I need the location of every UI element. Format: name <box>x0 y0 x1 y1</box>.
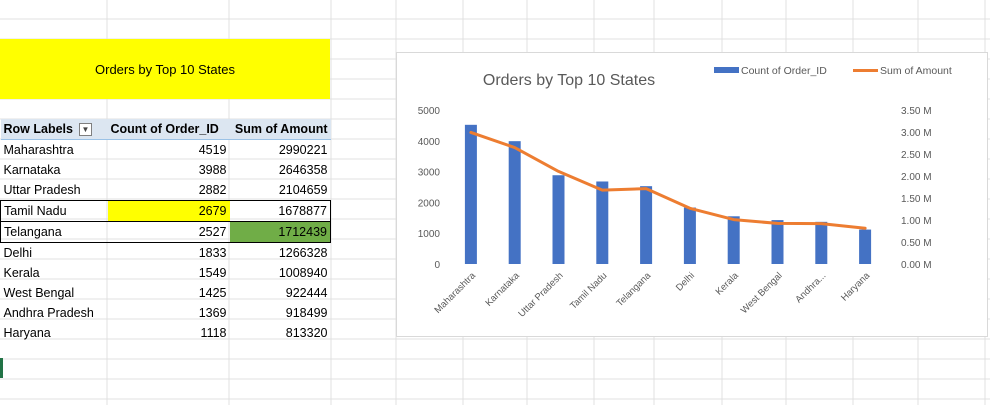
state-cell[interactable]: Tamil Nadu <box>0 200 108 222</box>
x-tick-label: Andhra... <box>793 270 828 305</box>
table-row: West Bengal 1425 922444 <box>1 283 331 303</box>
table-row: Andhra Pradesh 1369 918499 <box>1 303 331 323</box>
y-right-tick-label: 1.00 M <box>901 216 932 227</box>
y-right-tick-label: 1.50 M <box>901 194 932 205</box>
y-right-tick-label: 3.50 M <box>901 106 932 117</box>
y-left-tick-label: 2000 <box>418 198 441 209</box>
sum-cell[interactable]: 918499 <box>285 306 328 320</box>
table-row: Kerala 1549 1008940 <box>1 263 331 283</box>
y-right-tick-label: 0.50 M <box>901 238 932 249</box>
bar <box>640 186 653 264</box>
x-tick-label: Tamil Nadu <box>568 270 609 311</box>
state-cell[interactable]: Andhra Pradesh <box>3 306 94 320</box>
y-left-tick-label: 4000 <box>418 137 441 148</box>
sum-header[interactable]: Sum of Amount <box>229 119 331 140</box>
bar <box>464 124 477 265</box>
state-cell[interactable]: Maharashtra <box>3 143 74 157</box>
bar <box>683 207 696 264</box>
count-cell-highlighted[interactable]: 2679 <box>107 200 230 222</box>
legend-swatch-count <box>714 67 739 73</box>
pivot-table: Row Labels ▼ Count of Order_ID Sum of Amo… <box>0 119 331 343</box>
legend-label-count: Count of Order_ID <box>741 65 827 77</box>
bar <box>859 229 872 264</box>
table-row: Uttar Pradesh 2882 2104659 <box>1 180 331 201</box>
combo-chart: Orders by Top 10 States Count of Order_I… <box>418 65 952 320</box>
filter-dropdown-icon[interactable]: ▼ <box>78 123 92 137</box>
y-right-tick-label: 2.50 M <box>901 150 932 161</box>
sum-cell[interactable]: 2104659 <box>278 183 328 197</box>
sum-cell[interactable]: 1008940 <box>278 266 328 280</box>
chart-container[interactable]: Orders by Top 10 States Count of Order_I… <box>396 52 988 337</box>
pivot-title-cell[interactable]: Orders by Top 10 States <box>0 39 330 99</box>
state-cell[interactable]: Uttar Pradesh <box>3 183 81 197</box>
bar <box>552 175 565 264</box>
count-header[interactable]: Count of Order_ID <box>107 119 230 140</box>
sheet-edge-marker <box>0 358 3 378</box>
y-right-tick-label: 2.00 M <box>901 172 932 183</box>
count-cell[interactable]: 1549 <box>198 266 227 280</box>
state-cell[interactable]: Delhi <box>3 246 33 260</box>
pivot-title-text: Orders by Top 10 States <box>95 61 235 77</box>
count-cell[interactable]: 1425 <box>198 286 227 300</box>
x-tick-label: Maharashtra <box>433 270 479 316</box>
sum-cell-highlighted[interactable]: 1712439 <box>229 221 331 243</box>
y-left-tick-label: 1000 <box>418 229 441 240</box>
table-row: Karnataka 3988 2646358 <box>1 160 331 180</box>
sum-cell[interactable]: 813320 <box>285 326 328 340</box>
state-cell[interactable]: Kerala <box>3 266 40 280</box>
count-cell[interactable]: 1833 <box>198 246 227 260</box>
state-cell[interactable]: Karnataka <box>3 163 61 177</box>
sum-cell[interactable]: 922444 <box>285 286 328 300</box>
state-cell[interactable]: Telangana <box>0 221 108 243</box>
table-row: Tamil Nadu 2679 1678877 <box>0 200 331 222</box>
series-line <box>469 130 867 230</box>
state-cell[interactable]: Haryana <box>3 326 51 340</box>
y-left-tick-label: 5000 <box>418 106 441 117</box>
table-row: Haryana 1118 813320 <box>1 323 331 343</box>
table-row: Delhi 1833 1266328 <box>1 243 331 264</box>
count-cell[interactable]: 1369 <box>198 306 227 320</box>
sum-cell[interactable]: 2646358 <box>278 163 328 177</box>
bar <box>727 216 740 264</box>
count-cell[interactable]: 2527 <box>107 221 230 243</box>
table-row: Telangana 2527 1712439 <box>0 221 331 243</box>
row-labels-header[interactable]: Row Labels ▼ <box>0 119 108 140</box>
y-left-tick-label: 0 <box>434 260 440 271</box>
x-tick-label: Uttar Pradesh <box>516 270 565 319</box>
pivot-header-row: Row Labels ▼ Count of Order_ID Sum of Amo… <box>0 119 331 140</box>
state-cell[interactable]: West Bengal <box>3 286 75 300</box>
sum-cell[interactable]: 1266328 <box>278 246 328 260</box>
legend-swatch-sum <box>853 69 878 72</box>
x-tick-label: West Bengal <box>739 270 785 316</box>
chart-legend[interactable]: Count of Order_ID Sum of Amount <box>714 65 952 77</box>
x-tick-label: Delhi <box>674 270 697 293</box>
count-cell[interactable]: 1118 <box>200 326 227 340</box>
bar <box>815 221 828 264</box>
sum-cell[interactable]: 2990221 <box>278 143 328 157</box>
x-tick-label: Kerala <box>714 270 742 298</box>
legend-label-sum: Sum of Amount <box>880 65 952 77</box>
bar <box>508 141 521 264</box>
sum-cell[interactable]: 1678877 <box>229 200 331 222</box>
table-row: Maharashtra 4519 2990221 <box>1 140 331 161</box>
y-right-tick-label: 0.00 M <box>901 260 932 271</box>
row-labels-header-text: Row Labels <box>3 122 73 136</box>
bar <box>596 181 609 264</box>
x-tick-label: Telangana <box>614 270 653 309</box>
x-tick-label: Karnataka <box>483 270 522 309</box>
chart-title: Orders by Top 10 States <box>483 72 655 89</box>
x-tick-label: Haryana <box>839 270 873 304</box>
count-cell[interactable]: 4519 <box>198 143 227 157</box>
count-cell[interactable]: 2882 <box>198 183 227 197</box>
count-cell[interactable]: 3988 <box>198 163 227 177</box>
y-left-tick-label: 3000 <box>418 168 441 179</box>
y-right-tick-label: 3.00 M <box>901 128 932 139</box>
bar <box>771 220 784 264</box>
